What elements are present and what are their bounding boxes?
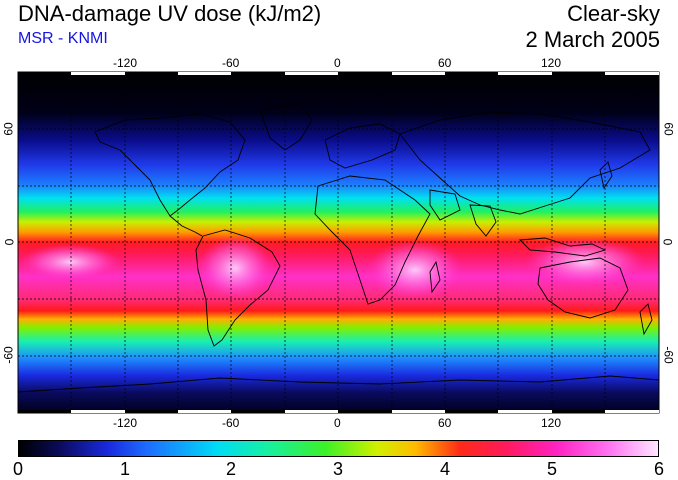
lat-label-right-60: 60 [661, 122, 676, 136]
colorbar [18, 440, 659, 457]
lon-label-bottom-0: 0 [334, 416, 341, 430]
colorbar-tick-3: 3 [332, 459, 344, 479]
colorbar-tick-6: 6 [653, 459, 665, 479]
lat-label-left-60: 60 [1, 122, 16, 136]
colorbar-tick-5: 5 [546, 459, 558, 479]
madagascar-outline [429, 260, 441, 294]
india-outline [469, 204, 497, 237]
land-outlines [18, 103, 659, 393]
lat-label-right-0: 0 [660, 238, 675, 246]
hotspot-africa [367, 240, 463, 300]
central-america-outline [169, 215, 203, 237]
hotspot-australia [525, 238, 645, 286]
lon-label-bottom-120: 120 [541, 416, 562, 430]
colorbar-tick-0: 0 [12, 459, 24, 479]
hotspot-south-america [197, 236, 273, 300]
lon-label-top-neg60: -60 [222, 56, 240, 70]
colorbar-tick-2: 2 [225, 459, 237, 479]
arabia-outline [429, 189, 461, 221]
lon-label-bottom-neg120: -120 [113, 416, 138, 430]
graticule [18, 72, 659, 413]
north-america-outline [94, 113, 246, 217]
map-frame [17, 71, 660, 414]
hotspot-pacific [20, 244, 120, 280]
map-date: 2 March 2005 [525, 27, 660, 52]
lon-label-bottom-neg60: -60 [222, 416, 240, 430]
colorbar-tick-4: 4 [439, 459, 451, 479]
sky-condition: Clear-sky [567, 1, 660, 26]
antarctica-outline [18, 375, 659, 393]
lon-label-top-0: 0 [334, 56, 341, 70]
lat-label-right-neg60: -60 [661, 346, 676, 364]
lat-label-left-neg60: -60 [1, 346, 16, 364]
australia-outline [537, 257, 629, 319]
south-america-outline [195, 229, 281, 347]
colorbar-tick-1: 1 [119, 459, 131, 479]
europe-outline [324, 123, 401, 169]
lon-label-top-neg120: -120 [113, 56, 138, 70]
map-title: DNA-damage UV dose (kJ/m2) [18, 1, 322, 26]
map-source: MSR - KNMI [18, 30, 108, 47]
lon-label-top-60: 60 [438, 56, 452, 70]
greenland-outline [259, 103, 313, 151]
lat-label-left-0: 0 [2, 238, 17, 246]
new-zealand-outline [639, 303, 653, 336]
lon-label-bottom-60: 60 [438, 416, 452, 430]
lon-label-top-120: 120 [541, 56, 562, 70]
asia-outline [399, 111, 651, 215]
